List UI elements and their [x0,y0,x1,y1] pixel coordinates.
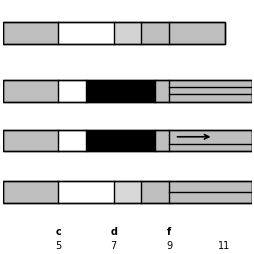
Text: 5: 5 [55,240,61,250]
Bar [3,181,58,203]
Bar [3,130,251,152]
Bar [86,130,155,152]
Text: 11: 11 [217,240,230,250]
Text: d: d [110,226,117,236]
Bar [168,80,251,102]
Bar [3,130,58,152]
Bar [3,23,224,45]
Bar [58,23,113,45]
Bar [113,181,141,203]
Bar [86,80,155,102]
Text: 9: 9 [165,240,171,250]
Bar [141,23,168,45]
Text: c: c [55,226,61,236]
Bar [168,130,251,152]
Bar [58,181,113,203]
Bar [3,181,251,203]
Bar [168,23,224,45]
Bar [3,80,251,102]
Bar [155,80,168,102]
Bar [168,181,251,203]
Bar [3,23,58,45]
Bar [3,181,251,203]
Text: 7: 7 [110,240,116,250]
Bar [58,80,86,102]
Bar [3,23,224,45]
Bar [58,130,86,152]
Bar [3,80,251,102]
Bar [113,23,141,45]
Bar [155,130,168,152]
Bar [3,130,251,152]
Text: f: f [166,226,170,236]
Bar [141,181,168,203]
Bar [3,80,58,102]
